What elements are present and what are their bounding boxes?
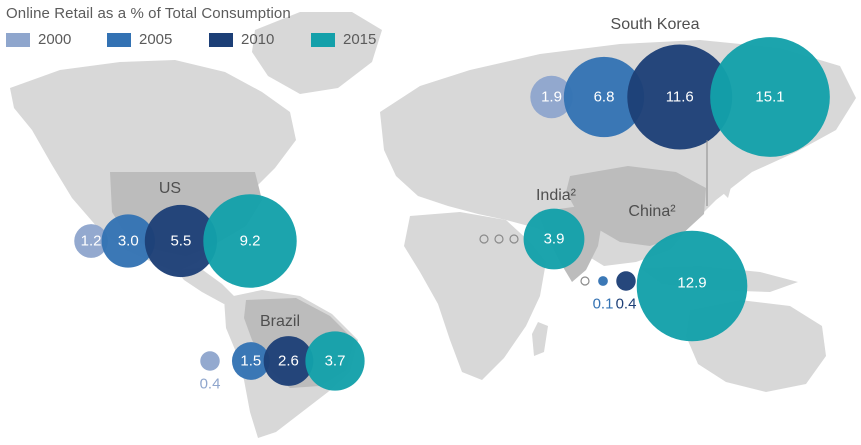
legend-swatch-2000 — [6, 33, 30, 47]
south-korea-2015-bubble — [710, 37, 830, 157]
legend-swatch-2010 — [209, 33, 233, 47]
china-2000-empty-marker — [580, 276, 590, 286]
south-korea-2005-value: 6.8 — [594, 89, 615, 106]
india-label: India² — [536, 187, 577, 204]
legend-label-2010: 2010 — [241, 31, 275, 48]
south-korea-2000-bubble — [530, 75, 573, 119]
india-2000-empty-marker — [479, 234, 489, 244]
madagascar-shape — [532, 322, 548, 356]
brazil-2000-value: 0.4 — [200, 376, 221, 393]
brazil-2015-value: 3.7 — [325, 353, 346, 370]
us-2015-value: 9.2 — [240, 233, 261, 250]
china-2010-bubble — [616, 271, 636, 291]
brazil-label: Brazil — [260, 313, 300, 330]
brazil-2005-bubble — [231, 342, 270, 380]
us-2015-bubble — [203, 194, 297, 288]
chart-title: Online Retail as a % of Total Consumptio… — [6, 5, 291, 22]
bubble-layer — [74, 37, 830, 391]
legend-label-2005: 2005 — [139, 31, 173, 48]
india-2010-empty-marker — [509, 234, 519, 244]
central-america-shape — [176, 268, 236, 304]
legend-swatch-2015 — [311, 33, 335, 47]
south-korea-label: South Korea — [611, 16, 700, 33]
south-korea-2010-value: 11.6 — [666, 89, 694, 106]
south-korea-2000-value: 1.9 — [541, 89, 562, 106]
china-2015-value: 12.9 — [677, 275, 706, 292]
us-2010-bubble — [144, 204, 218, 278]
japan-shape — [716, 148, 734, 198]
us-2005-value: 3.0 — [118, 233, 139, 250]
brazil-2015-bubble — [305, 331, 365, 391]
south-korea-2010-bubble — [627, 44, 733, 150]
china-2005-value: 0.1 — [593, 296, 614, 313]
south-korea-2015-value: 15.1 — [755, 89, 784, 106]
china-2005-bubble — [598, 276, 608, 286]
china-2010-value: 0.4 — [616, 296, 637, 313]
china-label: China² — [628, 203, 676, 220]
brazil-2010-value: 2.6 — [278, 353, 299, 370]
brazil-2000-bubble — [200, 351, 220, 371]
greenland-shape — [252, 12, 382, 94]
china-2015-bubble — [636, 230, 748, 342]
legend-label-2015: 2015 — [343, 31, 377, 48]
india-2005-empty-marker — [494, 234, 504, 244]
us-2000-value: 1.2 — [81, 233, 102, 250]
brazil-2005-value: 1.5 — [240, 353, 261, 370]
south-korea-2005-bubble — [563, 56, 645, 138]
legend-swatch-2005 — [107, 33, 131, 47]
india-2015-bubble — [523, 208, 585, 270]
india-2015-value: 3.9 — [544, 231, 565, 248]
brazil-2010-bubble — [263, 336, 314, 386]
legend-label-2000: 2000 — [38, 31, 72, 48]
us-2010-value: 5.5 — [170, 233, 191, 250]
us-label: US — [159, 180, 181, 197]
us-2005-bubble — [101, 214, 155, 268]
africa-shape — [404, 212, 546, 380]
us-2000-bubble — [74, 224, 108, 258]
label-layer: 1.9 6.8 11.6 15.1 South Korea 1.2 3.0 5.5 9.2 US 1… — [81, 16, 785, 393]
